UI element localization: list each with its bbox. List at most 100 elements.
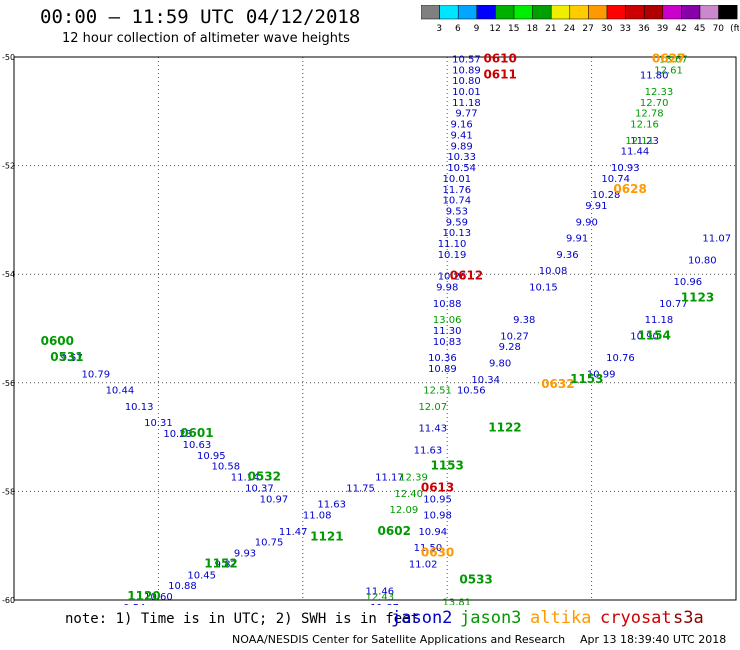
color-scale-label: 45 bbox=[694, 24, 705, 34]
wave-height-label: 10.96 bbox=[674, 277, 703, 288]
wave-height-label: 10.36 bbox=[428, 353, 457, 364]
wave-height-label: 12.09 bbox=[390, 505, 419, 516]
wave-height-label: 10.58 bbox=[211, 462, 240, 473]
wave-height-label: 12.61 bbox=[654, 65, 683, 76]
wave-height-label: 10.56 bbox=[457, 386, 486, 397]
wave-height-label: 10.94 bbox=[418, 527, 447, 538]
wave-height-label: 9.90 bbox=[576, 217, 598, 228]
wave-height-label: 9.93 bbox=[234, 549, 256, 560]
legend-altika: altika bbox=[530, 608, 592, 628]
color-scale-label: 3 bbox=[436, 24, 442, 34]
pass-time-label: 1120 bbox=[127, 589, 160, 603]
wave-height-label: 10.88 bbox=[168, 581, 197, 592]
wave-height-label: 10.83 bbox=[433, 337, 462, 348]
pass-time-label: 0627 bbox=[652, 51, 685, 65]
wave-height-label: 9.77 bbox=[455, 109, 477, 120]
pass-time-label: 0628 bbox=[613, 182, 646, 196]
y-tick-label: -50 bbox=[2, 53, 15, 62]
wave-height-label: 12.16 bbox=[630, 120, 659, 131]
pass-time-label: 0602 bbox=[378, 524, 411, 538]
wave-height-label: 9.98 bbox=[436, 282, 458, 293]
wave-height-label: 11.43 bbox=[418, 424, 447, 435]
pass-time-label: 1154 bbox=[637, 328, 670, 342]
wave-height-label: 10.95 bbox=[423, 494, 452, 505]
wave-height-label: 12.43 bbox=[365, 592, 394, 603]
pass-time-label: 0610 bbox=[483, 51, 516, 65]
wave-height-label: 11.14 bbox=[231, 473, 260, 484]
wave-height-label: 10.37 bbox=[245, 483, 274, 494]
pass-time-label: 0632 bbox=[541, 377, 574, 391]
wave-height-label: 11.75 bbox=[346, 483, 375, 494]
color-scale-label: 18 bbox=[527, 24, 539, 34]
pass-time-label: 1153 bbox=[570, 372, 603, 386]
pass-time-label: 1121 bbox=[310, 529, 343, 543]
wave-height-label: 9.89 bbox=[451, 141, 473, 152]
wave-height-label: 9.54 bbox=[123, 603, 145, 605]
wave-height-label: 9.82 bbox=[215, 559, 237, 570]
color-scale-label: 42 bbox=[675, 24, 686, 34]
y-tick-label: -52 bbox=[2, 162, 15, 171]
pass-time-label: 0533 bbox=[459, 573, 492, 587]
wave-height-label: 10.01 bbox=[443, 174, 472, 185]
wave-height-label: 10.60 bbox=[144, 592, 173, 603]
wave-height-label: 11.18 bbox=[452, 98, 481, 109]
pass-time-label: 0630 bbox=[421, 546, 454, 560]
wave-height-label: 13.06 bbox=[433, 315, 462, 326]
wave-height-label: 12.33 bbox=[645, 87, 674, 98]
wave-height-label: 12.07 bbox=[418, 402, 447, 413]
color-scale-label: 30 bbox=[601, 24, 613, 34]
color-scale-label: 36 bbox=[638, 24, 650, 34]
wave-height-label: 10.34 bbox=[471, 375, 500, 386]
wave-height-label: 9.91 bbox=[566, 234, 588, 245]
wave-height-label: 11.50 bbox=[414, 543, 443, 554]
wave-height-label: 12.40 bbox=[394, 489, 423, 500]
wave-height-label: 10.08 bbox=[539, 266, 568, 277]
color-scale-label: 9 bbox=[474, 24, 480, 34]
wave-height-label: 9.41 bbox=[451, 130, 473, 141]
wave-height-label: 11.47 bbox=[279, 527, 308, 538]
color-scale-label: 27 bbox=[582, 24, 593, 34]
wave-height-label: 10.74 bbox=[443, 196, 472, 207]
wave-height-label: 10.93 bbox=[611, 163, 640, 174]
wave-height-label: 11.17 bbox=[375, 473, 404, 484]
wave-height-label: 11.10 bbox=[438, 239, 467, 250]
legend-jason3: jason3 bbox=[460, 608, 522, 628]
pass-time-label: 0600 bbox=[41, 334, 74, 348]
color-scale-label: 12 bbox=[489, 24, 500, 34]
wave-height-map: 150153156159162165-50-52-54-56-58-6010.5… bbox=[2, 51, 737, 605]
wave-height-label: 12.70 bbox=[640, 98, 669, 109]
color-scale-label: 70 bbox=[713, 24, 725, 34]
wave-height-label: 11.80 bbox=[640, 71, 669, 82]
wave-height-label: 10.99 bbox=[587, 369, 616, 380]
wave-height-label: 10.13 bbox=[125, 402, 154, 413]
wave-height-label: 10.23 bbox=[163, 429, 192, 440]
wave-height-label: 13.67 bbox=[659, 54, 688, 65]
wave-height-label: 11.63 bbox=[414, 445, 443, 456]
wave-height-label: 13.81 bbox=[443, 597, 472, 605]
wave-height-label: 10.76 bbox=[606, 353, 635, 364]
wave-height-label: 12.11 bbox=[625, 136, 654, 147]
wave-height-label: 10.15 bbox=[529, 282, 558, 293]
wave-height-label: 10.44 bbox=[106, 386, 135, 397]
wave-height-label: 10.89 bbox=[428, 364, 457, 375]
y-tick-label: -54 bbox=[2, 270, 15, 279]
wave-height-label: 10.27 bbox=[500, 331, 529, 342]
wave-height-label: 10.97 bbox=[260, 494, 289, 505]
wave-height-label: 10.74 bbox=[601, 174, 630, 185]
pass-time-label: 0532 bbox=[248, 470, 281, 484]
wave-height-label: 11.63 bbox=[317, 500, 346, 511]
color-scale-label: 15 bbox=[508, 24, 519, 34]
wave-height-label: 9.28 bbox=[499, 342, 521, 353]
wave-height-label: 11.76 bbox=[443, 185, 472, 196]
wave-height-label: 12.78 bbox=[635, 109, 664, 120]
color-scale-label: 6 bbox=[455, 24, 461, 34]
wave-height-label: 10.98 bbox=[423, 511, 452, 522]
pass-time-label: 1122 bbox=[488, 421, 521, 435]
wave-height-label: 10.33 bbox=[447, 152, 476, 163]
wave-height-label: 10.90 bbox=[630, 331, 659, 342]
y-tick-label: -56 bbox=[2, 379, 15, 388]
wave-height-label: 11.18 bbox=[645, 315, 674, 326]
y-tick-label: -60 bbox=[2, 596, 15, 605]
page-subtitle: 12 hour collection of altimeter wave hei… bbox=[62, 31, 350, 46]
